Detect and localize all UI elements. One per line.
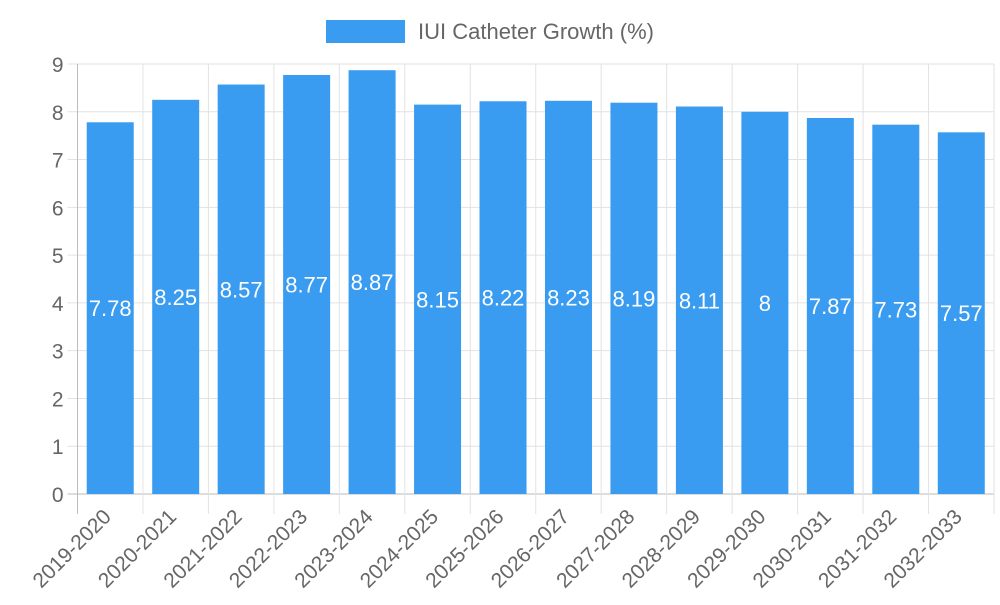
bar — [479, 101, 527, 495]
data-label: 8 — [759, 291, 771, 316]
y-tick-label: 2 — [52, 388, 64, 411]
bar — [741, 111, 789, 495]
y-tick-label: 8 — [52, 102, 64, 125]
bar — [152, 99, 200, 494]
y-tick-label: 6 — [52, 197, 64, 220]
data-label: 8.77 — [285, 272, 328, 297]
bar — [872, 124, 920, 494]
grid — [67, 63, 995, 514]
y-tick-label: 3 — [52, 341, 64, 364]
bar — [806, 117, 854, 494]
data-label: 8.19 — [613, 286, 656, 311]
data-label: 7.87 — [809, 294, 852, 319]
legend-swatch — [326, 20, 405, 43]
data-label: 7.73 — [874, 297, 917, 322]
bar — [348, 70, 396, 494]
data-label: 8.87 — [351, 270, 394, 295]
bar — [86, 122, 134, 495]
data-label: 8.15 — [416, 287, 459, 312]
legend-label: IUI Catheter Growth (%) — [418, 19, 654, 44]
data-label: 7.78 — [89, 296, 132, 321]
data-label: 8.57 — [220, 277, 263, 302]
y-tick-label: 5 — [52, 245, 64, 268]
legend[interactable]: IUI Catheter Growth (%) — [326, 19, 654, 44]
bar — [283, 74, 331, 494]
bar — [217, 84, 265, 495]
data-label: 8.11 — [679, 288, 720, 313]
bar — [610, 102, 658, 494]
data-label: 8.22 — [482, 286, 525, 311]
data-label: 7.57 — [940, 301, 983, 326]
bar — [937, 132, 985, 495]
y-tick-label: 7 — [52, 150, 64, 173]
y-tick-label: 0 — [52, 484, 64, 507]
bar — [544, 100, 592, 495]
bars: 7.78 8.25 8.57 8.77 8.87 8.15 8.22 8.23 8.19 8.11… — [86, 70, 985, 495]
y-tick-label: 9 — [52, 54, 64, 77]
bar — [675, 106, 723, 495]
data-label: 8.23 — [547, 285, 590, 310]
bar — [414, 104, 462, 494]
y-tick-label: 1 — [52, 436, 64, 459]
y-tick-label: 4 — [52, 293, 64, 316]
data-label: 8.25 — [154, 285, 197, 310]
